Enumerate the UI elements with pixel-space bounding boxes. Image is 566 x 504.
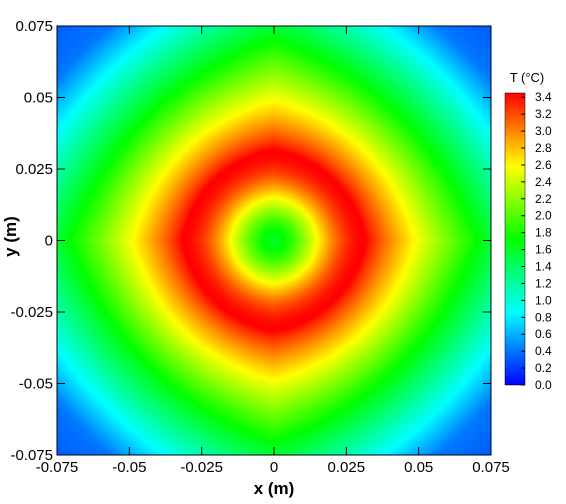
temperature-heatmap bbox=[57, 26, 491, 455]
y-tick-label: -0.05 bbox=[19, 376, 53, 393]
x-tick-label: -0.025 bbox=[180, 459, 223, 476]
y-tick-label: 0.025 bbox=[15, 161, 53, 178]
colorbar-title: T (°C) bbox=[510, 70, 545, 85]
y-tick-label: 0 bbox=[45, 233, 53, 250]
y-axis: -0.075 -0.05 -0.025 0 0.025 0.05 0.075 bbox=[10, 18, 491, 464]
colorbar-tick-label: 1.4 bbox=[535, 260, 552, 274]
y-tick-label: -0.025 bbox=[10, 304, 53, 321]
plot-area bbox=[56, 25, 492, 456]
colorbar-tick-label: 0.8 bbox=[535, 310, 552, 324]
colorbar-tick-label: 2.4 bbox=[535, 175, 552, 189]
colorbar-tick-label: 3.0 bbox=[535, 124, 552, 138]
x-tick-label: 0.025 bbox=[328, 459, 366, 476]
colorbar-tick-label: 0.6 bbox=[535, 327, 552, 341]
x-axis: -0.075 -0.05 -0.025 0 0.025 0.05 0.075 bbox=[36, 26, 510, 476]
colorbar-tick-label: 0.4 bbox=[535, 344, 552, 358]
colorbar-tick-label: 3.2 bbox=[535, 107, 552, 121]
x-axis-title: x (m) bbox=[254, 479, 295, 498]
colorbar-tick-label: 3.4 bbox=[535, 90, 552, 104]
x-tick-label: -0.05 bbox=[112, 459, 146, 476]
colorbar-tick-label: 2.8 bbox=[535, 141, 552, 155]
y-axis-title: y (m) bbox=[1, 216, 20, 257]
colorbar-tick-label: 1.0 bbox=[535, 293, 552, 307]
x-tick-label: -0.075 bbox=[36, 459, 79, 476]
y-tick-label: 0.075 bbox=[15, 18, 53, 35]
colorbar-gradient bbox=[504, 92, 526, 386]
y-tick-label: 0.05 bbox=[24, 90, 53, 107]
colorbar-tick-label: 0.2 bbox=[535, 361, 552, 375]
x-tick-label: 0.075 bbox=[472, 459, 510, 476]
y-tick-label: -0.075 bbox=[10, 447, 53, 464]
colorbar-tick-label: 0.0 bbox=[535, 378, 552, 392]
colorbar-tick-label: 1.8 bbox=[535, 226, 552, 240]
colorbar-tick-label: 2.0 bbox=[535, 209, 552, 223]
x-tick-label: 0 bbox=[270, 459, 278, 476]
colorbar-tick-label: 1.2 bbox=[535, 276, 552, 290]
colorbar: 0.0 0.2 0.4 0.6 0.8 1.0 1.2 1.4 1.6 1.8 2.0 2.2 2.4 2… bbox=[504, 90, 552, 392]
x-tick-label: 0.05 bbox=[404, 459, 433, 476]
colorbar-tick-label: 2.2 bbox=[535, 192, 552, 206]
colorbar-tick-label: 2.6 bbox=[535, 158, 552, 172]
colorbar-tick-label: 1.6 bbox=[535, 243, 552, 257]
